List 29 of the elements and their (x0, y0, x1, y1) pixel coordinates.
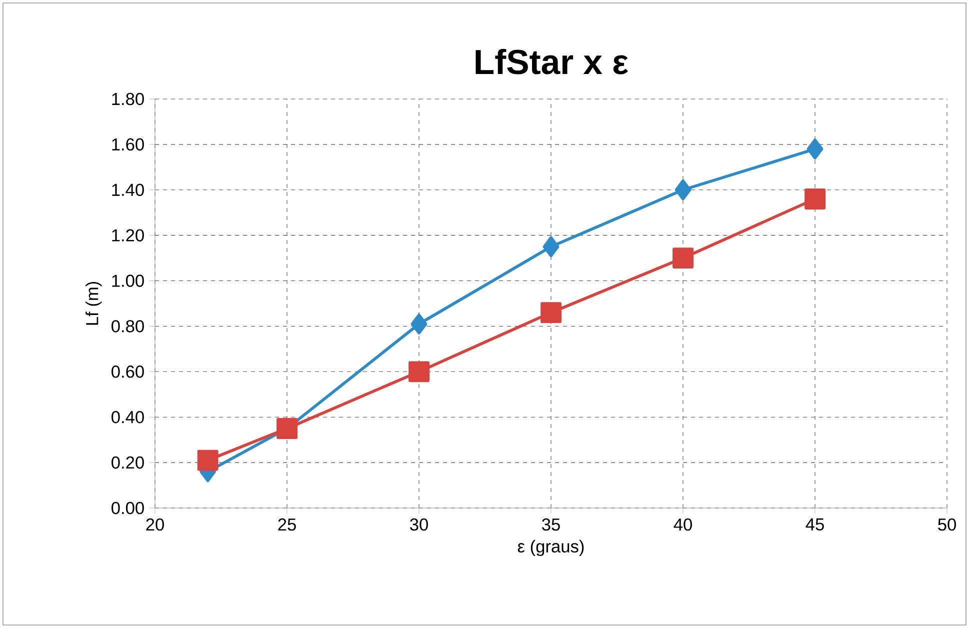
y-tick-label: 1.20 (112, 229, 144, 242)
y-tick-label: 1.00 (112, 274, 144, 287)
x-tick-label: 20 (146, 518, 164, 531)
x-axis-title: ε (graus) (518, 540, 584, 556)
x-tick-label: 30 (410, 518, 428, 531)
y-axis-title: Lf (m) (86, 282, 102, 325)
point (408, 361, 430, 382)
point (674, 179, 692, 200)
y-tick-label: 0.00 (112, 502, 144, 514)
y-tick-label: 0.80 (112, 320, 144, 332)
x-tick-label: 40 (674, 518, 692, 531)
point (540, 302, 562, 324)
chart-title: LfStar x ε (476, 48, 628, 74)
y-tick-label: 1.80 (112, 92, 144, 106)
y-tick-label: 0.60 (112, 366, 144, 378)
x-tick-label: 45 (806, 518, 824, 530)
y-tick-label: 0.20 (112, 456, 144, 469)
y-tick-label: 1.60 (112, 138, 144, 151)
x-tick-label: 50 (938, 518, 956, 531)
point (410, 313, 428, 334)
x-tick-label: 35 (542, 518, 560, 531)
point (197, 450, 218, 471)
y-tick-label: 0.40 (112, 410, 144, 424)
point (542, 236, 560, 258)
y-tick-label: 1.40 (112, 184, 144, 196)
point (806, 138, 824, 160)
point (672, 248, 694, 269)
x-tick-label: 25 (278, 518, 296, 531)
point (804, 188, 826, 210)
